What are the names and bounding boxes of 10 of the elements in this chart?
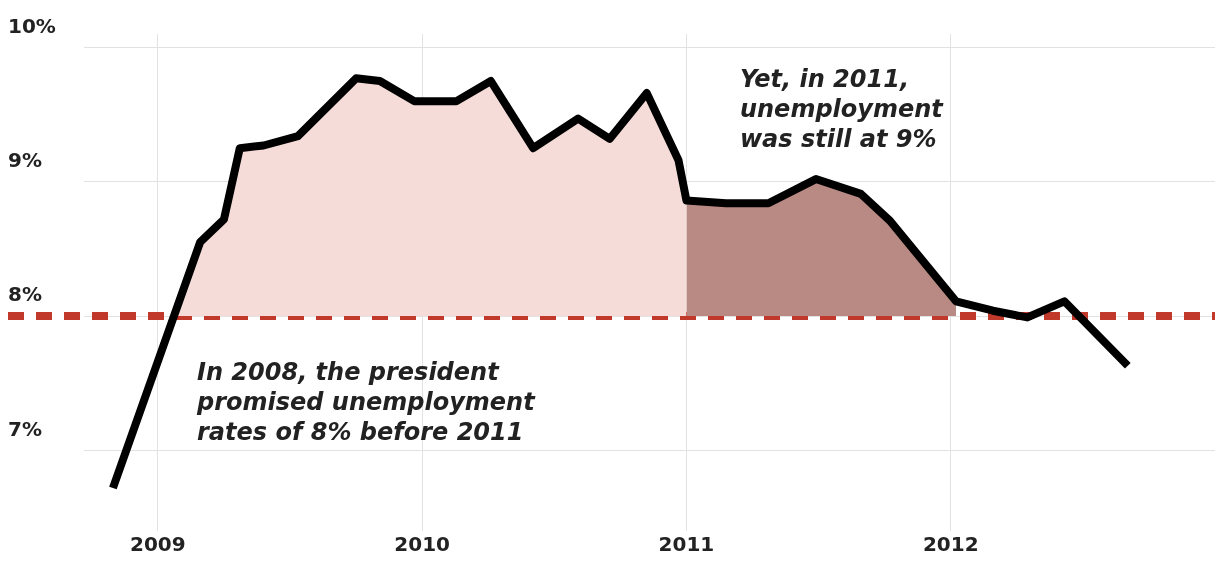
y-tick-label: 10% bbox=[8, 13, 56, 38]
x-tick-label: 2010 bbox=[394, 532, 450, 557]
x-tick-label: 2011 bbox=[658, 532, 715, 557]
y-tick-label: 8% bbox=[8, 282, 42, 307]
annotation: In 2008, the president promised unemployment rates of 8% before 2011 bbox=[195, 358, 537, 447]
y-tick-label: 9% bbox=[8, 147, 42, 172]
annotation: Yet, in 2011, unemployment was still at 9% bbox=[739, 65, 945, 154]
x-tick-label: 2009 bbox=[130, 532, 186, 557]
y-tick-label: 7% bbox=[8, 416, 42, 441]
x-tick-label: 2012 bbox=[922, 532, 979, 557]
